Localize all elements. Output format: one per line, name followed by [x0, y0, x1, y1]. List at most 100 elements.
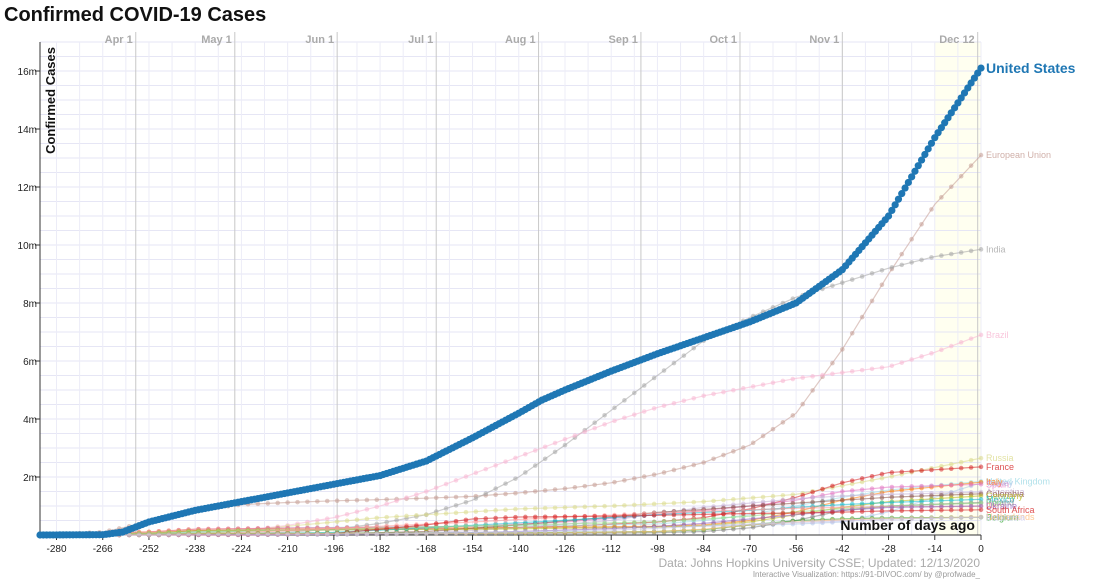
- x-tick-label: -252: [139, 544, 159, 555]
- data-point: [701, 523, 706, 529]
- data-point: [453, 503, 459, 508]
- data-point: [711, 498, 716, 504]
- data-point: [810, 374, 815, 379]
- x-tick-label: -280: [47, 544, 67, 555]
- data-point: [651, 501, 657, 507]
- data-point: [384, 501, 389, 507]
- data-point: [879, 471, 885, 477]
- data-point: [453, 478, 459, 483]
- data-point: [483, 466, 489, 472]
- data-point: [780, 300, 786, 306]
- data-point: [651, 406, 657, 411]
- data-point: [602, 520, 607, 526]
- data-point: [681, 524, 687, 530]
- x-tick-label: -126: [555, 544, 575, 555]
- data-point: [790, 413, 796, 418]
- series-end-label: India: [986, 244, 1006, 254]
- data-point: [364, 507, 370, 512]
- data-point: [523, 506, 528, 511]
- data-point: [641, 526, 647, 532]
- data-point: [592, 520, 597, 526]
- data-point: [830, 283, 835, 289]
- data-point: [701, 512, 706, 517]
- data-point: [562, 486, 568, 491]
- data-point: [879, 517, 885, 522]
- data-point: [939, 504, 944, 509]
- y-tick-label: 4m: [23, 415, 37, 426]
- data-point: [919, 493, 924, 499]
- data-point: [909, 236, 914, 242]
- data-point: [701, 393, 706, 399]
- month-label: Aug 1: [505, 34, 536, 46]
- x-tick-label: -84: [696, 544, 711, 555]
- data-point: [750, 503, 756, 509]
- data-point: [404, 495, 409, 501]
- data-point: [424, 530, 429, 536]
- data-point: [295, 532, 300, 537]
- x-tick-label: 0: [978, 544, 984, 555]
- data-point: [473, 516, 479, 522]
- data-point: [612, 418, 617, 424]
- data-point: [552, 440, 558, 446]
- data-point: [760, 499, 766, 505]
- data-point: [701, 460, 706, 465]
- data-point: [453, 510, 459, 516]
- data-point: [840, 280, 845, 286]
- data-point: [968, 515, 974, 520]
- data-point: [602, 412, 607, 418]
- data-point: [978, 481, 984, 487]
- data-point: [859, 501, 865, 506]
- data-point: [404, 524, 409, 530]
- data-point: [513, 490, 518, 496]
- data-point: [552, 505, 558, 511]
- data-point: [562, 521, 568, 527]
- data-point: [503, 515, 508, 520]
- data-point: [691, 499, 697, 505]
- data-point: [661, 470, 667, 475]
- data-point: [948, 466, 954, 472]
- data-point: [909, 504, 914, 510]
- data-point: [334, 519, 340, 524]
- data-point: [721, 389, 726, 395]
- data-point: [899, 262, 905, 268]
- data-point: [592, 504, 597, 509]
- data-point: [324, 498, 330, 504]
- data-point: [483, 516, 489, 521]
- data-point: [622, 398, 627, 403]
- data-point: [651, 519, 657, 525]
- data-point: [958, 250, 964, 255]
- data-point: [473, 509, 479, 514]
- data-point: [513, 506, 518, 512]
- data-point: [473, 496, 479, 501]
- data-point: [830, 505, 835, 510]
- data-point: [909, 357, 914, 362]
- data-point: [958, 515, 964, 521]
- data-point: [948, 343, 954, 349]
- data-point: [443, 481, 449, 487]
- data-point: [394, 531, 399, 536]
- data-point: [869, 477, 875, 483]
- data-point: [948, 515, 954, 521]
- data-point: [869, 271, 875, 276]
- data-point: [731, 518, 736, 523]
- data-point: [820, 519, 825, 525]
- data-point: [978, 493, 984, 499]
- data-point: [661, 512, 667, 518]
- data-point: [265, 532, 271, 537]
- data-point: [473, 526, 479, 532]
- data-point: [671, 360, 677, 366]
- data-point: [592, 482, 597, 488]
- data-point: [978, 152, 984, 158]
- data-point: [790, 296, 796, 301]
- data-point: [592, 514, 597, 519]
- data-point: [879, 508, 885, 514]
- data-point: [493, 523, 498, 528]
- data-point: [780, 493, 786, 498]
- data-point: [968, 248, 974, 254]
- data-point: [810, 489, 815, 495]
- data-point: [701, 526, 706, 532]
- data-point: [483, 523, 489, 529]
- data-point: [651, 513, 657, 518]
- data-point: [899, 360, 905, 365]
- data-point: [562, 442, 568, 448]
